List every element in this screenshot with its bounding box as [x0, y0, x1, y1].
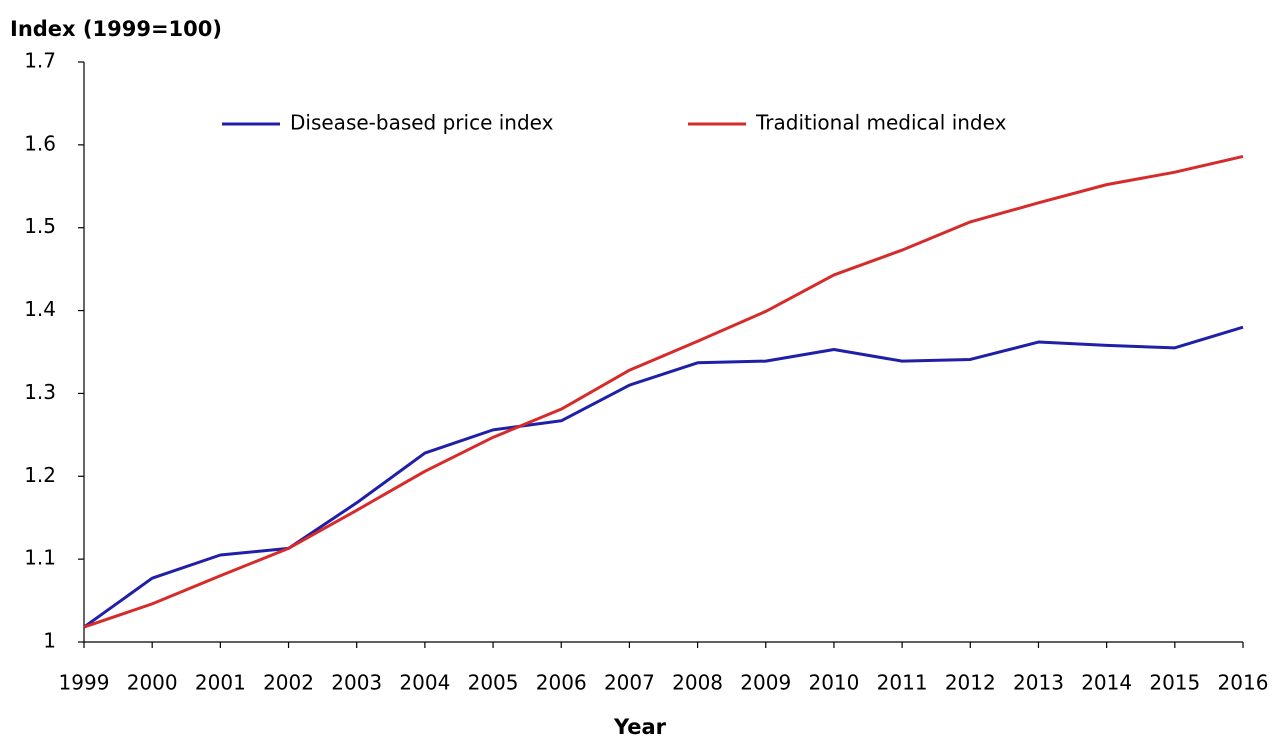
x-tick-label: 2016	[1218, 671, 1269, 695]
x-tick-label: 2010	[808, 671, 859, 695]
y-tick-label: 1.7	[24, 49, 56, 73]
series-line	[83, 154, 1244, 629]
x-tick-label: 1999	[59, 671, 110, 695]
x-tick-label: 2003	[331, 671, 382, 695]
x-tick-label: 2013	[1013, 671, 1064, 695]
y-tick-label: 1.1	[24, 546, 56, 570]
legend-label: Disease-based price index	[290, 111, 554, 135]
x-tick-label: 2014	[1081, 671, 1132, 695]
x-tick-label: 2001	[195, 671, 246, 695]
x-axis-label: Year	[613, 715, 667, 738]
x-tick-label: 2008	[672, 671, 723, 695]
x-tick-label: 2012	[945, 671, 996, 695]
x-tick-label: 2002	[263, 671, 314, 695]
x-tick-label: 2009	[740, 671, 791, 695]
x-tick-label: 2005	[468, 671, 519, 695]
y-tick-label: 1.2	[24, 463, 56, 487]
y-tick-label: 1.5	[24, 214, 56, 238]
y-tick-label: 1	[43, 629, 56, 653]
y-tick-label: 1.4	[24, 297, 56, 321]
x-tick-label: 2000	[127, 671, 178, 695]
y-tick-label: 1.6	[24, 131, 56, 155]
y-tick-label: 1.3	[24, 380, 56, 404]
x-tick-label: 2015	[1149, 671, 1200, 695]
series-line	[83, 325, 1244, 629]
x-tick-label: 2007	[604, 671, 655, 695]
x-tick-label: 2006	[536, 671, 587, 695]
legend-label: Traditional medical index	[755, 111, 1007, 135]
x-tick-label: 2011	[877, 671, 928, 695]
chart-title: Index (1999=100)	[10, 17, 222, 41]
x-tick-label: 2004	[399, 671, 450, 695]
